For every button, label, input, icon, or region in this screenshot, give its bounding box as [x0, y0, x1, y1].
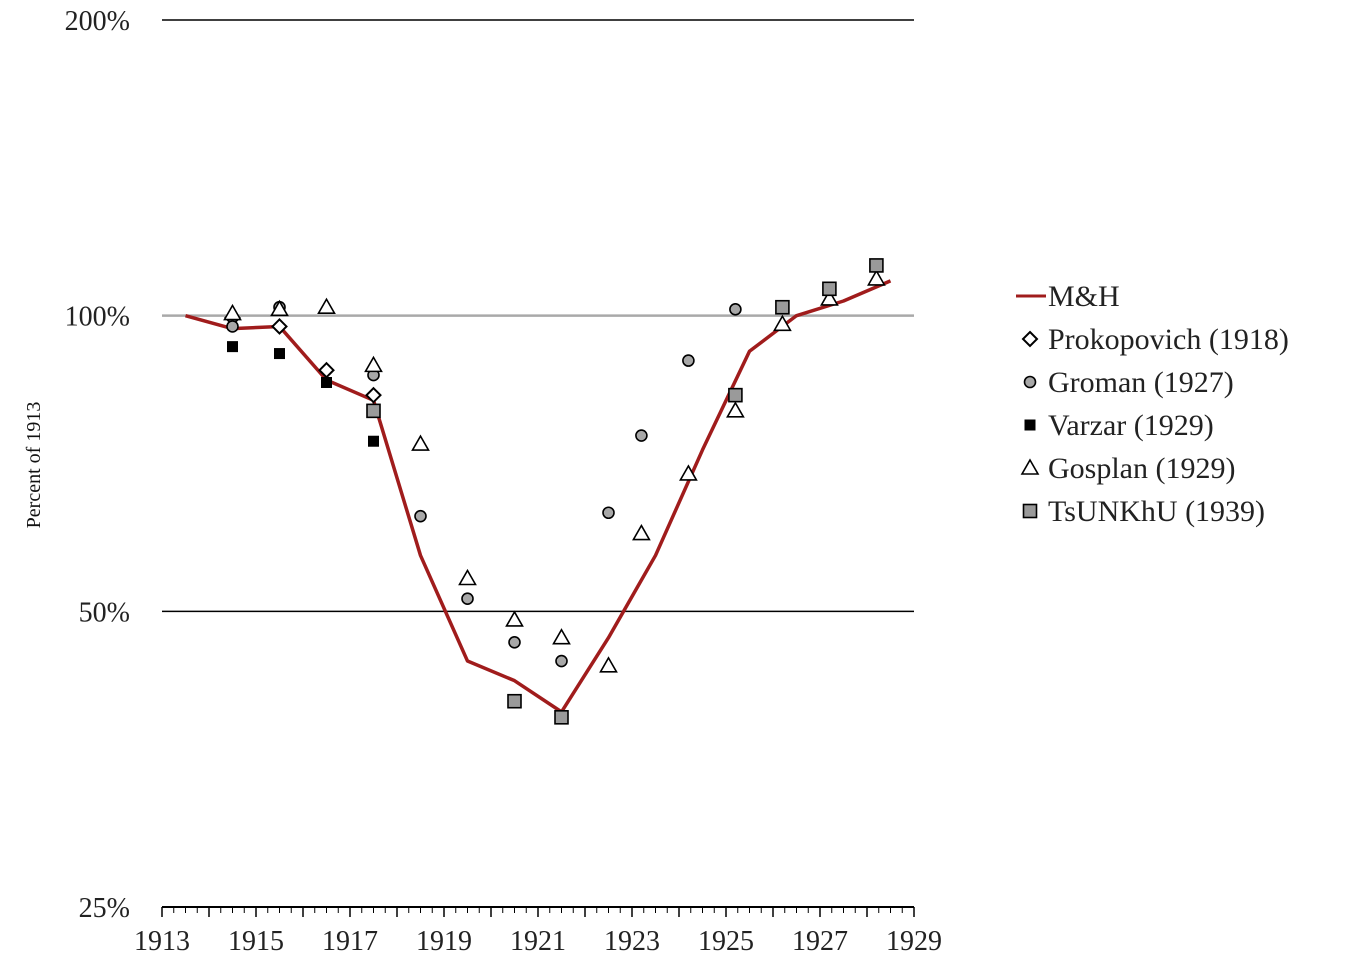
legend-swatch-square	[1024, 419, 1036, 431]
data-point-triangle	[505, 610, 524, 627]
data-point-diamond	[271, 318, 288, 335]
legend: M&H Prokopovich (1918) Groman (1927) Varzar…	[1016, 280, 1289, 528]
data-point-gray-square	[728, 387, 743, 403]
x-tick-label: 1927	[792, 926, 848, 955]
data-point-circle	[682, 354, 695, 367]
x-tick-label: 1913	[134, 926, 190, 955]
data-point-square	[227, 341, 238, 353]
data-point-triangle	[726, 401, 745, 418]
data-point-gray-square	[822, 281, 837, 297]
series-triangle	[223, 269, 886, 673]
x-tick-label: 1923	[604, 926, 660, 955]
legend-label: TsUNKhU (1939)	[1048, 495, 1265, 528]
data-point-diamond	[365, 386, 382, 404]
y-tick-label: 200%	[65, 6, 130, 37]
x-tick-label: 1925	[698, 926, 754, 955]
legend-label: Prokopovich (1918)	[1048, 323, 1289, 356]
data-point-gray-square	[366, 403, 381, 419]
data-point-square	[321, 376, 332, 388]
data-point-circle	[461, 592, 474, 606]
data-point-square	[368, 435, 379, 447]
legend-swatch-circle	[1023, 375, 1037, 389]
data-point-circle	[555, 654, 568, 668]
data-point-circle	[414, 509, 427, 523]
x-axis: 1913 1915 1917 1919 1921 1923 1925 1927 1929	[134, 906, 942, 955]
series-line-mh	[185, 279, 892, 714]
data-point-circle	[635, 429, 648, 442]
data-point-triangle	[820, 289, 839, 306]
y-tick-label: 25%	[79, 893, 130, 924]
plot-area	[185, 258, 892, 725]
legend-label: Groman (1927)	[1048, 366, 1234, 399]
data-point-triangle	[223, 303, 242, 321]
data-point-triangle	[552, 628, 571, 645]
data-point-triangle	[679, 464, 698, 481]
data-point-triangle	[773, 314, 792, 332]
x-tick-label: 1919	[416, 926, 472, 955]
data-point-triangle	[270, 299, 289, 317]
y-tick-label: 50%	[79, 597, 130, 628]
data-point-circle	[729, 303, 742, 316]
series-square	[227, 341, 379, 447]
x-tick-label: 1929	[886, 926, 942, 955]
data-point-triangle	[632, 523, 651, 541]
series-diamond	[224, 309, 382, 404]
data-point-circle	[226, 320, 239, 333]
y-tick-label: 100%	[65, 302, 130, 333]
legend-label: Varzar (1929)	[1048, 409, 1214, 442]
data-point-triangle	[458, 568, 477, 586]
legend-label: Gosplan (1929)	[1048, 452, 1235, 485]
data-point-circle	[602, 506, 615, 520]
legend-swatch-gray-square	[1022, 503, 1038, 519]
x-tick-label: 1921	[510, 926, 566, 955]
data-point-gray-square	[775, 299, 790, 315]
data-point-triangle	[364, 355, 383, 373]
x-tick-label: 1917	[322, 926, 378, 955]
data-point-triangle	[317, 297, 336, 315]
data-point-circle	[508, 635, 521, 649]
data-point-triangle	[411, 434, 430, 451]
data-point-square	[274, 348, 285, 360]
data-point-triangle	[867, 269, 886, 286]
x-tick-label: 1915	[228, 926, 284, 955]
legend-swatch-triangle	[1020, 458, 1040, 475]
data-point-triangle	[599, 656, 618, 673]
y-axis-label: Percent of 1913	[23, 402, 45, 529]
y-axis-ticks: 25% 50% 100% 200%	[65, 6, 130, 924]
legend-swatch-diamond	[1021, 330, 1039, 348]
data-point-gray-square	[507, 693, 522, 709]
series-gray-square	[366, 258, 884, 725]
data-point-gray-square	[554, 710, 569, 725]
legend-label: M&H	[1048, 280, 1120, 313]
data-point-gray-square	[869, 258, 884, 273]
